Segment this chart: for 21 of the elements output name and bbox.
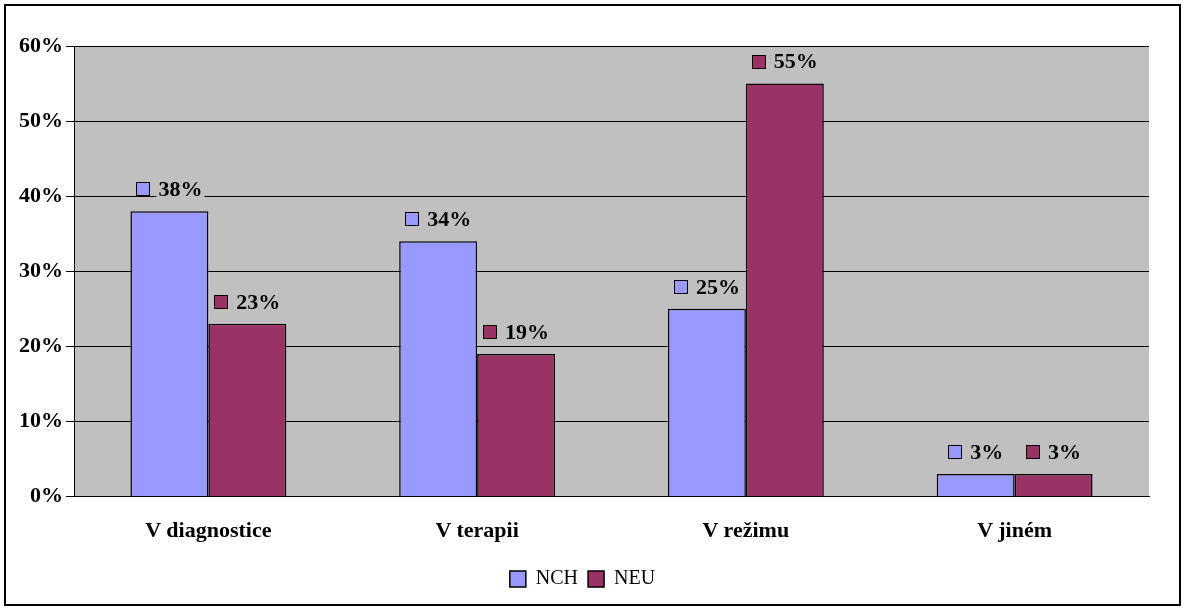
data-label: 3% — [1048, 438, 1082, 464]
legend-label: NEU — [614, 566, 656, 589]
y-tick-label: 20% — [19, 332, 63, 358]
x-tick-label: V jiném — [977, 517, 1053, 543]
data-label: 55% — [773, 48, 818, 74]
y-tick-label: 50% — [19, 106, 63, 132]
x-tick-label: V terapii — [435, 517, 519, 543]
y-tick-label: 10% — [19, 407, 63, 433]
y-tick-label: 60% — [19, 31, 63, 57]
x-tick-label: V režimu — [702, 517, 790, 543]
data-label: 38% — [158, 175, 203, 201]
data-label: 3% — [970, 438, 1004, 464]
y-tick-label: 40% — [19, 181, 63, 207]
y-tick-label: 30% — [19, 256, 63, 282]
data-label: 23% — [236, 288, 281, 314]
x-tick-label: V diagnostice — [145, 517, 272, 543]
data-label: 19% — [505, 318, 550, 344]
legend-label: NCH — [535, 566, 579, 589]
data-label: 34% — [427, 205, 472, 231]
data-label: 25% — [695, 273, 740, 299]
y-tick-label: 0% — [30, 482, 63, 508]
